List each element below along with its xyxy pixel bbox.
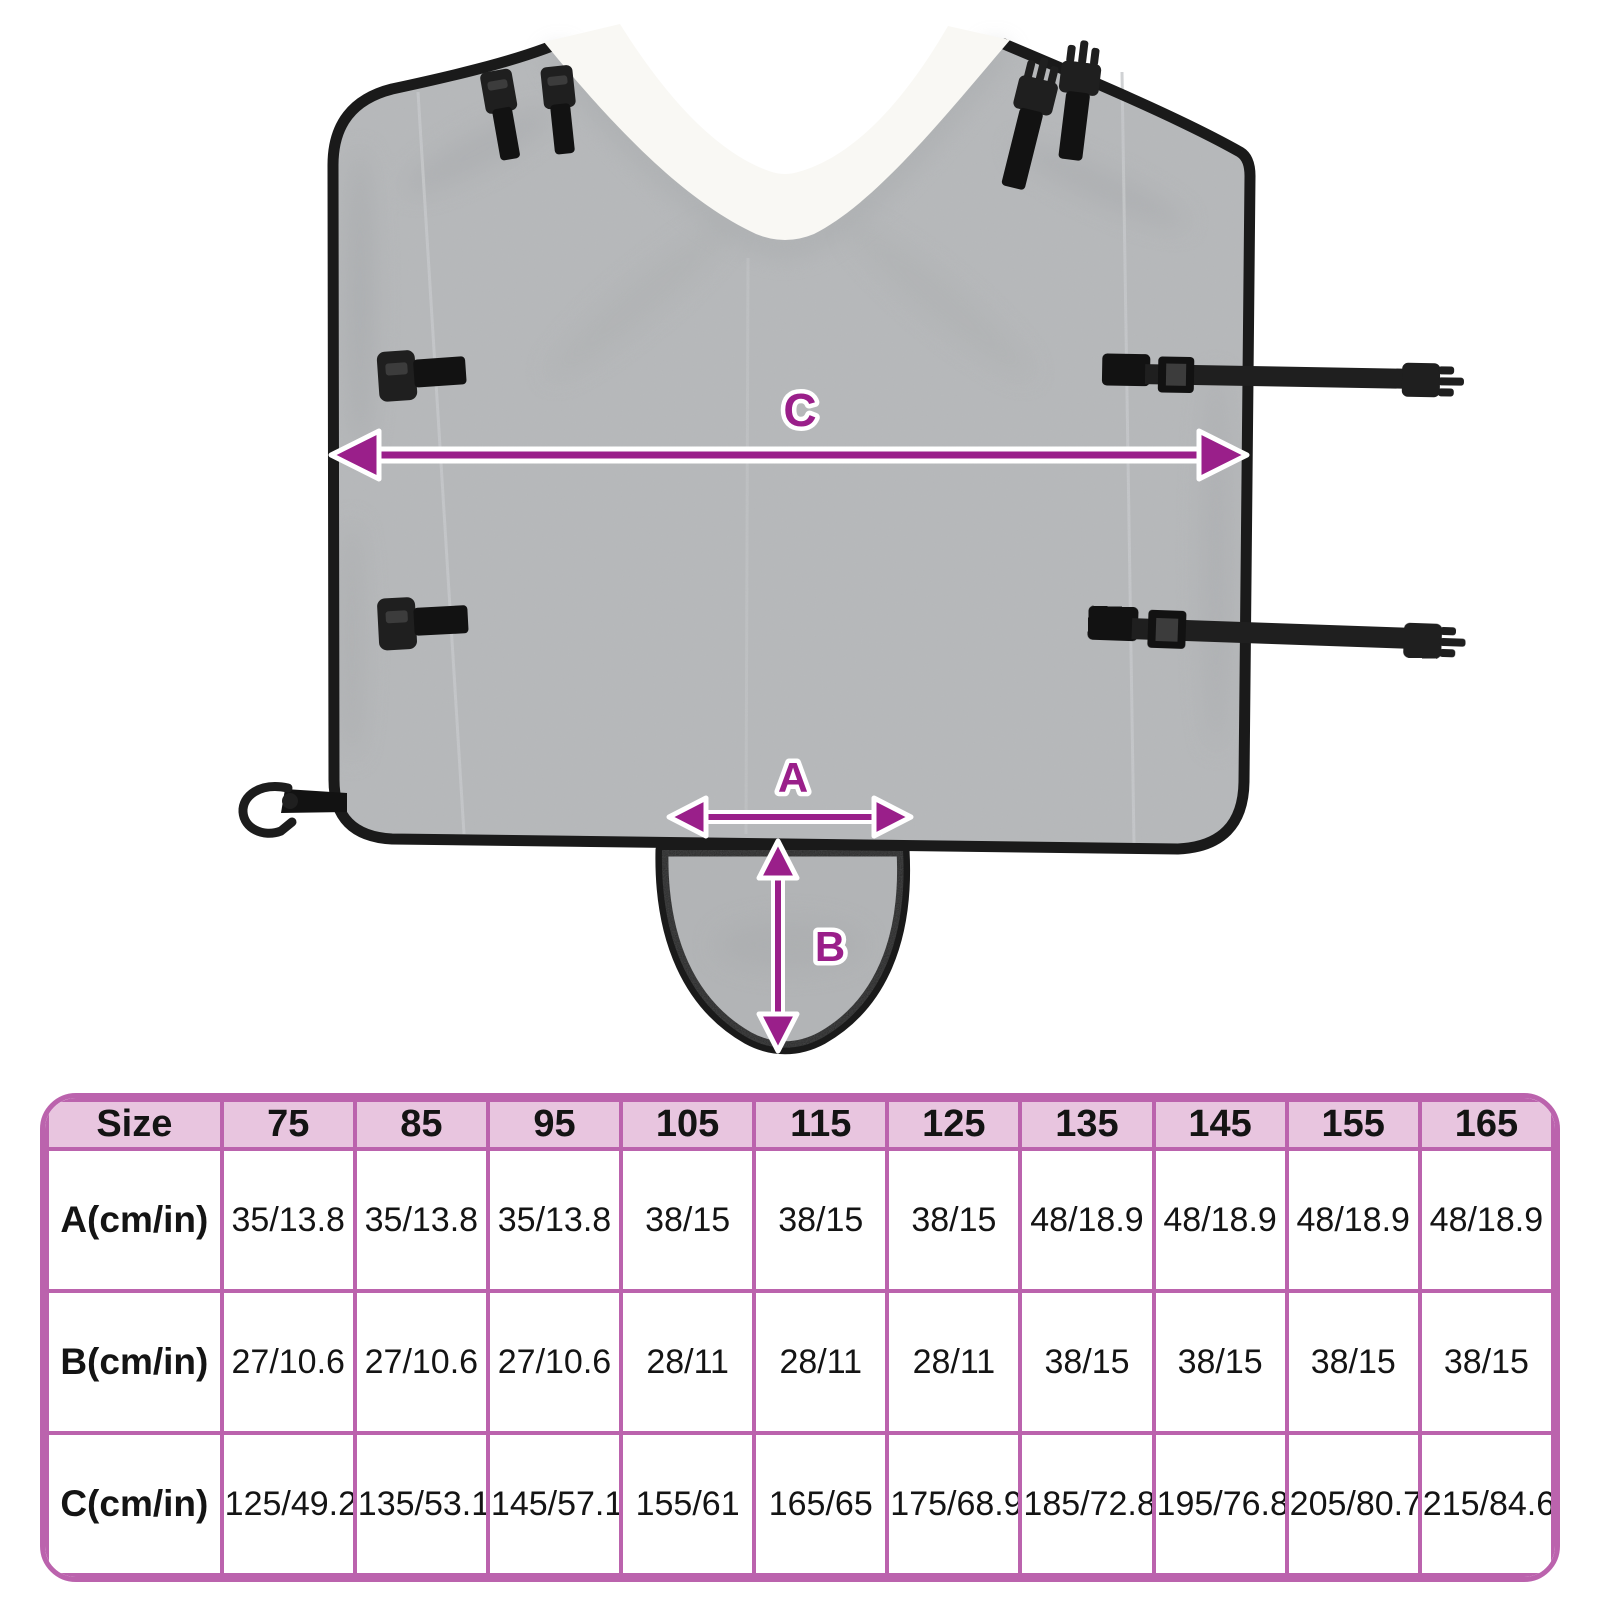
size-value-cell: 27/10.6 [352, 1289, 490, 1435]
front-buckle-left-1 [480, 68, 520, 161]
size-value-cell: 38/15 [619, 1147, 757, 1293]
size-col-header-165: 165 [1417, 1098, 1555, 1151]
size-value-cell: 185/72.8 [1018, 1431, 1156, 1577]
size-value-cell: 48/18.9 [1151, 1147, 1289, 1293]
front-buckle-left-2 [540, 65, 576, 155]
size-value-cell: 48/18.9 [1417, 1147, 1555, 1293]
size-value-cell: 38/15 [1284, 1289, 1422, 1435]
size-table-body: A(cm/in) 35/13.8 35/13.8 35/13.8 38/15 38/15 3… [45, 1147, 1555, 1577]
size-value-cell: 38/15 [1018, 1289, 1156, 1435]
size-table-header-row: Size 75 85 95 105 115 125 135 145 155 165 [45, 1098, 1555, 1151]
belly-buckle-upper [376, 350, 467, 402]
size-col-header-125: 125 [885, 1098, 1023, 1151]
size-value-cell: 175/68.9 [885, 1431, 1023, 1577]
size-value-cell: 28/11 [885, 1289, 1023, 1435]
measure-label-c: C [783, 384, 816, 436]
size-value-cell: 125/49.2 [219, 1431, 357, 1577]
size-value-cell: 38/15 [1417, 1289, 1555, 1435]
size-table-head: Size 75 85 95 105 115 125 135 145 155 165 [45, 1098, 1555, 1151]
fleece-collar [544, 24, 1010, 240]
measure-label-a: A [778, 754, 808, 801]
measure-row-b: B(cm/in) 27/10.6 27/10.6 27/10.6 28/11 28/11 2… [45, 1289, 1555, 1435]
size-value-cell: 38/15 [1151, 1289, 1289, 1435]
size-value-cell: 35/13.8 [219, 1147, 357, 1293]
row-label-b: B(cm/in) [45, 1289, 224, 1435]
size-value-cell: 195/76.8 [1151, 1431, 1289, 1577]
size-value-cell: 38/15 [752, 1147, 890, 1293]
collar-shadow [543, 40, 1011, 257]
size-col-header-135: 135 [1018, 1098, 1156, 1151]
measure-arrow-b: B [756, 838, 850, 1054]
size-value-cell: 27/10.6 [219, 1289, 357, 1435]
front-clip-right-1 [1001, 57, 1059, 190]
measure-arrow-c: C [328, 380, 1250, 482]
size-col-header-155: 155 [1284, 1098, 1422, 1151]
size-value-cell: 205/80.7 [1284, 1431, 1422, 1577]
rug-edge-binding [327, 38, 1256, 855]
size-value-cell: 48/18.9 [1018, 1147, 1156, 1293]
side-strap-upper [1101, 353, 1464, 398]
size-table: Size 75 85 95 105 115 125 135 145 155 165 A(cm/in)… [40, 1093, 1560, 1582]
measure-row-c: C(cm/in) 125/49.2 135/53.1 145/57.1 155/61 16… [45, 1431, 1555, 1577]
size-value-cell: 35/13.8 [485, 1147, 624, 1293]
size-value-cell: 215/84.6 [1417, 1431, 1555, 1577]
size-value-cell: 35/13.8 [352, 1147, 490, 1293]
side-strap-lower [1087, 605, 1466, 659]
size-value-cell: 135/53.1 [352, 1431, 490, 1577]
row-label-c: C(cm/in) [45, 1431, 224, 1577]
size-value-cell: 155/61 [619, 1431, 757, 1577]
size-col-header-105: 105 [619, 1098, 757, 1151]
size-value-cell: 145/57.1 [485, 1431, 624, 1577]
size-table-grid: Size 75 85 95 105 115 125 135 145 155 165 A(cm/in)… [45, 1098, 1555, 1577]
belly-buckle-lower [377, 597, 469, 651]
horse-rug-measurement-diagram: C A B [238, 24, 1466, 1055]
size-col-header-145: 145 [1151, 1098, 1289, 1151]
row-label-a: A(cm/in) [45, 1147, 224, 1293]
measure-row-a: A(cm/in) 35/13.8 35/13.8 35/13.8 38/15 38/15 3… [45, 1147, 1555, 1293]
size-header-cell: Size [45, 1098, 224, 1151]
size-value-cell: 165/65 [752, 1431, 890, 1577]
size-col-header-95: 95 [485, 1098, 624, 1151]
size-value-cell: 48/18.9 [1284, 1147, 1422, 1293]
size-value-cell: 27/10.6 [485, 1289, 624, 1435]
size-col-header-75: 75 [219, 1098, 357, 1151]
size-value-cell: 28/11 [752, 1289, 890, 1435]
size-value-cell: 28/11 [619, 1289, 757, 1435]
size-col-header-85: 85 [352, 1098, 490, 1151]
size-value-cell: 38/15 [885, 1147, 1023, 1293]
size-col-header-115: 115 [752, 1098, 890, 1151]
measure-arrow-a: A [666, 750, 914, 839]
snap-hook [238, 782, 347, 838]
measure-label-b: B [815, 923, 845, 970]
front-clip-right-2 [1058, 40, 1102, 161]
